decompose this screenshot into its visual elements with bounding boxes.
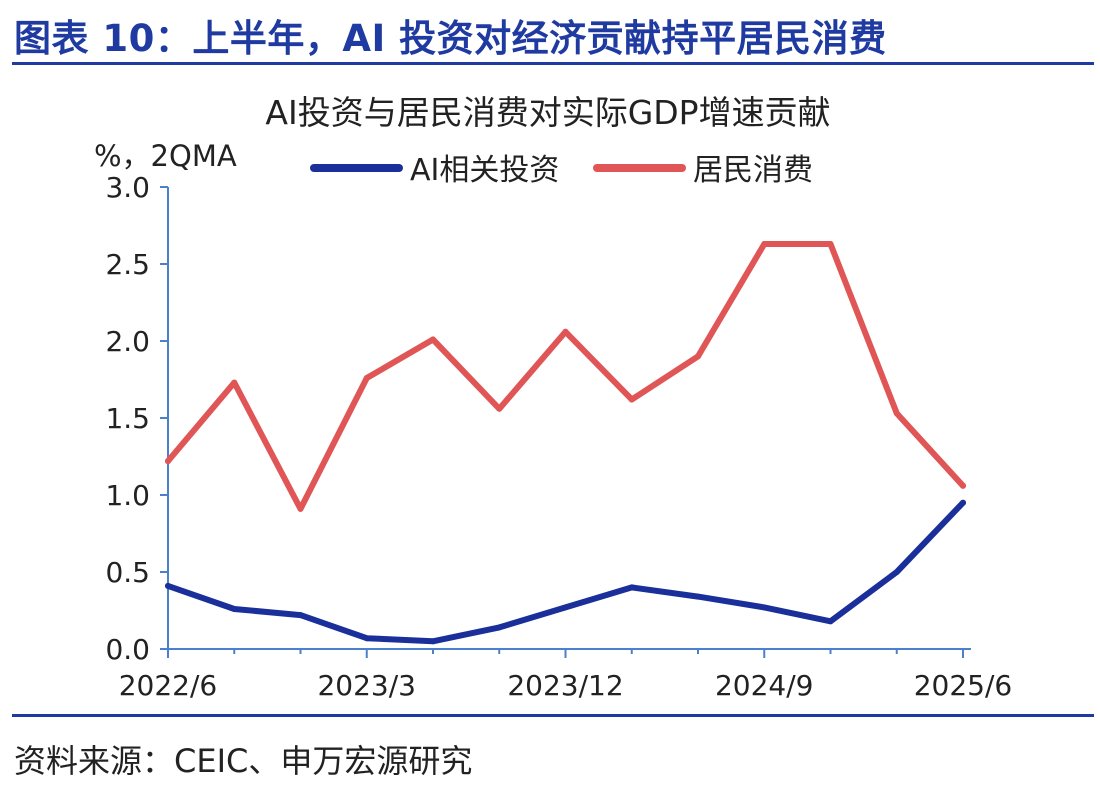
axes: 0.0 0.5 1.0 1.5 2.0 2.5 3.0 2022/6 2023/3 2023/12…: [105, 171, 1012, 702]
series-line-1: [165, 499, 966, 645]
data-point: [960, 499, 966, 506]
figure-title: 图表 10：上半年，AI 投资对经济贡献持平居民消费: [14, 17, 887, 60]
y-tick-label: 3.0: [105, 171, 150, 204]
data-point: [562, 328, 569, 335]
series-layer: [165, 240, 966, 645]
legend-label: 居民消费: [693, 153, 813, 188]
y-tick-label: 0.5: [105, 556, 150, 589]
chart-title: AI投资与居民消费对实际GDP增速贡献: [265, 93, 830, 132]
legend: AI相关投资 居民消费: [310, 153, 813, 188]
data-point: [960, 482, 966, 489]
y-tick-label: 1.5: [105, 402, 150, 435]
series-line-2: [165, 241, 966, 512]
title-divider: [12, 62, 1094, 65]
data-point: [297, 505, 304, 512]
y-tick-label: 2.0: [105, 325, 150, 358]
data-point: [231, 379, 238, 386]
data-point: [761, 604, 768, 611]
data-point: [628, 584, 635, 591]
data-point: [827, 240, 834, 247]
data-point: [893, 569, 900, 575]
x-tick-label: 2022/6: [119, 669, 218, 702]
data-point: [628, 396, 635, 403]
source-note: 资料来源：CEIC、申万宏源研究: [14, 742, 473, 780]
y-tick-label: 2.5: [105, 248, 150, 281]
data-point: [297, 612, 304, 619]
data-point: [363, 374, 370, 381]
y-tick-label: 0.0: [105, 633, 150, 666]
legend-label: AI相关投资: [410, 153, 559, 188]
data-point: [165, 458, 171, 465]
data-point: [496, 624, 503, 631]
data-point: [496, 405, 503, 412]
y-tick-label: 1.0: [105, 479, 150, 512]
data-point: [827, 618, 834, 625]
data-point: [893, 410, 900, 417]
x-tick-label: 2023/3: [317, 669, 416, 702]
data-point: [562, 604, 569, 611]
data-point: [363, 635, 370, 642]
data-point: [165, 582, 171, 589]
data-point: [695, 353, 701, 360]
x-tick-label: 2025/6: [914, 669, 1013, 702]
data-point: [430, 638, 436, 645]
data-point: [430, 336, 436, 343]
data-point: [695, 593, 701, 600]
source-divider: [12, 714, 1094, 717]
x-tick-label: 2023/12: [507, 669, 623, 702]
data-point: [761, 240, 768, 247]
y-unit-label: %，2QMA: [94, 139, 237, 173]
data-point: [231, 605, 238, 612]
x-tick-label: 2024/9: [715, 669, 814, 702]
